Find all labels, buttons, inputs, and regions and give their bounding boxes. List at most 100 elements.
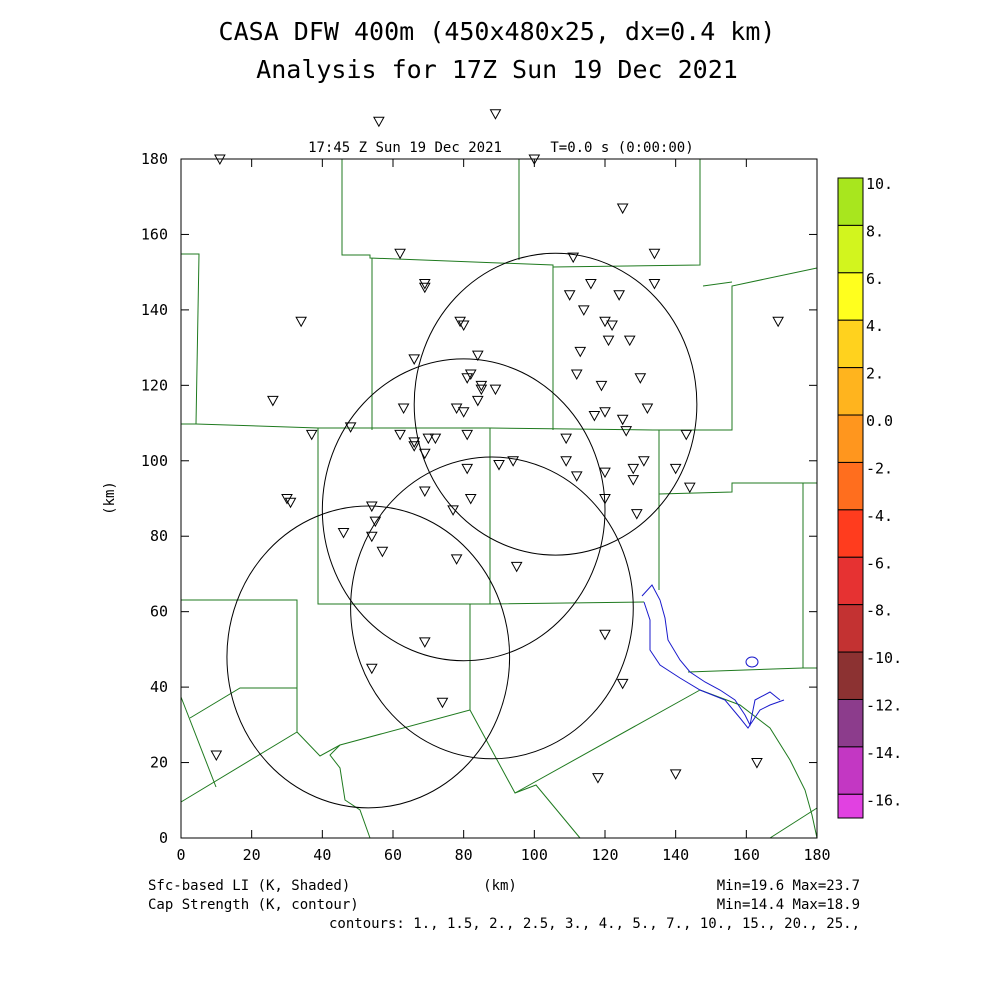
colorbar-label: -12. <box>866 696 902 714</box>
station-marker-icon <box>373 116 385 128</box>
contour-levels: contours: 1., 1.5, 2., 2.5, 3., 4., 5., … <box>329 916 860 932</box>
x-tick-label: 20 <box>243 846 261 864</box>
station-marker-icon <box>408 441 421 452</box>
colorbar-label: -16. <box>866 791 902 809</box>
colorbar-swatch <box>837 556 864 606</box>
colorbar-label: -4. <box>866 507 893 525</box>
station-marker-icon <box>408 354 421 365</box>
station-marker-icon <box>450 403 463 414</box>
colorbar-swatch <box>837 367 864 416</box>
colorbar-label: -14. <box>866 744 902 762</box>
station-marker-icon <box>210 750 223 762</box>
colorbar-label: 4. <box>866 317 884 335</box>
station-marker-icon <box>429 433 442 445</box>
station-marker-icon <box>567 252 580 264</box>
colorbar-label: -6. <box>866 554 893 572</box>
station-marker-icon <box>376 546 389 558</box>
colorbar-swatch <box>837 698 864 748</box>
y-tick-label: 160 <box>141 225 168 243</box>
station-marker-icon <box>606 320 618 332</box>
station-marker-icon <box>623 335 636 347</box>
radar-range-ring <box>413 252 698 556</box>
colorbar: 10. 8. 6. 4. 2. 0.0 -2. -4. -6. -8. -10. -12. -14. -1… <box>837 175 902 819</box>
radar-range-ring <box>226 505 511 809</box>
colorbar-swatch <box>837 177 864 226</box>
station-marker-icon <box>627 463 640 475</box>
station-marker-icon <box>616 414 629 426</box>
station-marker-icon <box>365 531 378 543</box>
station-marker-icon <box>595 380 608 392</box>
colorbar-swatch <box>837 414 864 463</box>
station-marker-icon <box>602 335 615 347</box>
station-marker-icon <box>599 494 611 505</box>
station-marker-icon <box>613 290 625 301</box>
station-marker-icon <box>772 316 784 328</box>
x-tick-label: 140 <box>662 846 689 864</box>
station-marker-icon <box>599 316 611 328</box>
colorbar-label: 10. <box>866 175 893 193</box>
station-marker-icon <box>560 433 572 445</box>
lake-outline <box>641 584 785 729</box>
station-marker-icon <box>493 460 505 471</box>
station-marker-icon <box>461 463 474 475</box>
station-marker-icon <box>394 248 406 260</box>
station-marker-icon <box>669 769 682 780</box>
station-marker-icon <box>450 554 463 565</box>
plot-frame <box>180 158 818 839</box>
radar-range-ring <box>321 358 606 662</box>
station-marker-icon <box>751 758 763 769</box>
station-marker-icon <box>627 475 640 486</box>
station-marker-icon <box>337 527 350 539</box>
station-marker-icon <box>680 429 693 441</box>
station-marker-icon <box>638 456 650 467</box>
x-tick-label: 120 <box>591 846 618 864</box>
station-marker-icon <box>365 663 378 675</box>
station-marker-icon <box>489 109 502 120</box>
shaded-minmax: Min=19.6 Max=23.7 <box>717 878 860 894</box>
station-marker-icon <box>369 516 382 528</box>
radar-range-ring <box>350 456 634 760</box>
station-marker-icon <box>641 403 654 414</box>
station-marker-icon <box>475 380 488 392</box>
station-marker-icon <box>457 407 470 418</box>
station-marker-icon <box>599 629 611 641</box>
station-marker-icon <box>464 369 477 381</box>
station-marker-icon <box>683 482 696 494</box>
station-marker-icon <box>457 320 470 332</box>
station-marker-icon <box>365 501 378 513</box>
colorbar-swatch <box>837 604 864 653</box>
colorbar-label: -8. <box>866 602 893 620</box>
figure-title-line2: Analysis for 17Z Sun 19 Dec 2021 <box>256 55 738 84</box>
y-tick-label: 40 <box>150 678 168 696</box>
colorbar-swatch <box>837 461 864 511</box>
station-marker-icon <box>436 697 449 709</box>
colorbar-label: -2. <box>866 459 893 477</box>
y-tick-label: 100 <box>141 452 168 470</box>
station-marker-icon <box>284 497 297 509</box>
colorbar-label: 2. <box>866 365 884 383</box>
station-marker-icon <box>344 422 357 433</box>
station-marker-icon <box>394 429 406 441</box>
contour-minmax: Min=14.4 Max=18.9 <box>717 897 860 913</box>
valid-time-label: 17:45 Z Sun 19 Dec 2021 <box>308 140 502 156</box>
y-tick-label: 80 <box>150 527 168 545</box>
colorbar-swatch <box>837 793 864 819</box>
y-tick-label: 120 <box>141 376 168 394</box>
y-tick-label: 180 <box>141 150 168 168</box>
station-marker-icon <box>295 316 307 328</box>
x-tick-label: 60 <box>384 846 402 864</box>
station-marker-icon <box>471 350 484 362</box>
colorbar-swatch <box>837 509 864 558</box>
station-marker-icon <box>454 316 466 328</box>
y-tick-label: 0 <box>159 829 168 847</box>
station-marker-icon <box>669 463 682 475</box>
county-boundaries <box>180 159 818 839</box>
station-marker-icon <box>489 384 502 396</box>
station-marker-icon <box>281 494 293 505</box>
station-marker-icon <box>510 561 523 573</box>
colorbar-swatch <box>837 651 864 700</box>
shaded-field-label: Sfc-based LI (K, Shaded) <box>148 878 350 894</box>
station-marker-icon <box>592 773 604 784</box>
station-marker-icon <box>616 203 629 215</box>
station-marker-icon <box>507 456 519 467</box>
